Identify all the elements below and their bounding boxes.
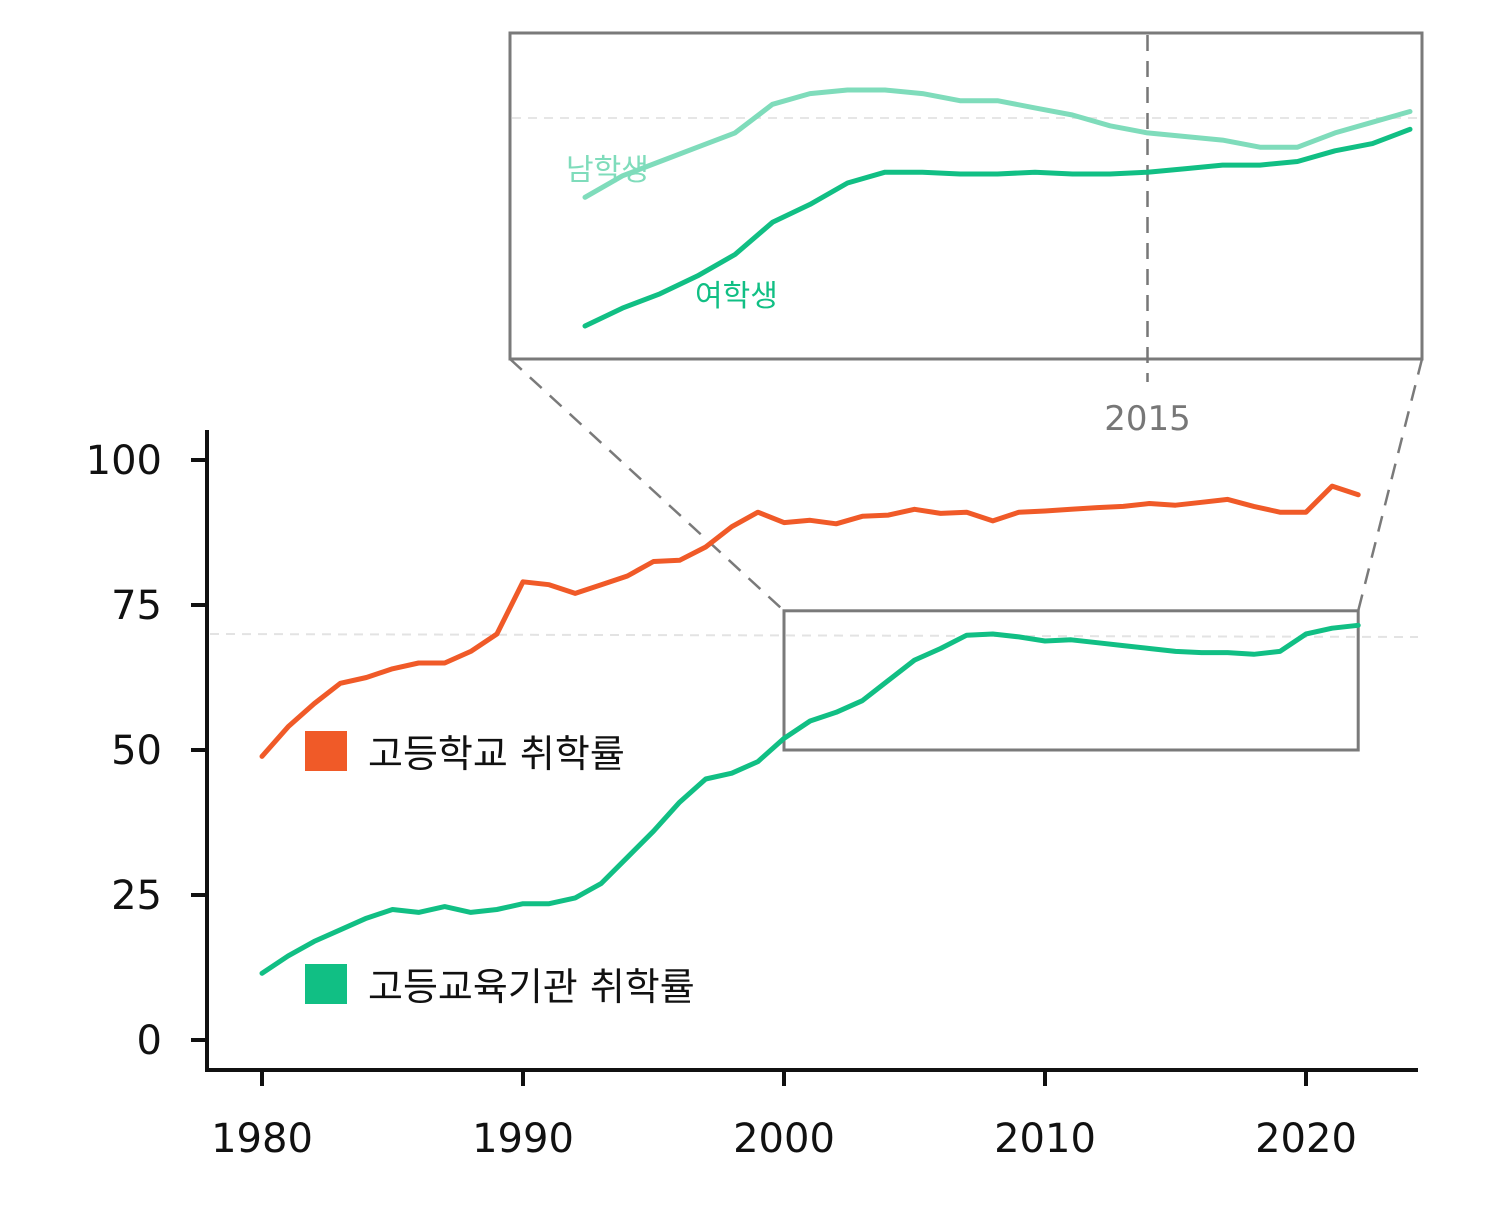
zoom-connector-right	[1356, 358, 1424, 612]
legend-swatch-higher-education	[305, 964, 347, 1004]
x-tick-label: 2020	[1255, 1116, 1357, 1162]
inset-label-male: 남학생	[566, 153, 649, 188]
series-line-highschool	[259, 483, 1361, 759]
zoom-region-box	[782, 609, 1360, 752]
inset-line-male	[582, 87, 1413, 200]
legend-label-higher-education: 고등교육기관 취학률	[368, 965, 695, 1009]
y-tick-label: 75	[111, 583, 162, 629]
zoom-connector-left	[509, 358, 785, 612]
x-tick-label: 1980	[211, 1116, 313, 1162]
inset-label-female: 여학생	[695, 279, 778, 314]
x-ticks: 1980 1990 2000 2010 2020	[211, 1070, 1357, 1162]
y-tick-label: 100	[86, 438, 162, 484]
series-line-higher-education	[259, 622, 1361, 976]
inset-panel: 2015 남학생 여학생	[508, 31, 1424, 439]
x-tick-label: 2010	[994, 1116, 1096, 1162]
y-tick-label: 0	[137, 1018, 162, 1064]
legend: 고등학교 취학률 고등교육기관 취학률	[305, 731, 695, 1009]
inset-frame	[508, 31, 1424, 361]
x-tick-label: 1990	[472, 1116, 574, 1162]
y-tick-label: 50	[111, 728, 162, 774]
legend-swatch-highschool	[305, 731, 347, 771]
y-ticks: 0 25 50 75 100	[86, 438, 207, 1064]
y-tick-label: 25	[111, 873, 162, 919]
inset-line-female	[582, 126, 1413, 329]
inset-2015-label: 2015	[1104, 399, 1191, 439]
reference-line-70	[209, 633, 1419, 638]
x-tick-label: 2000	[733, 1116, 835, 1162]
legend-label-highschool: 고등학교 취학률	[368, 732, 625, 776]
